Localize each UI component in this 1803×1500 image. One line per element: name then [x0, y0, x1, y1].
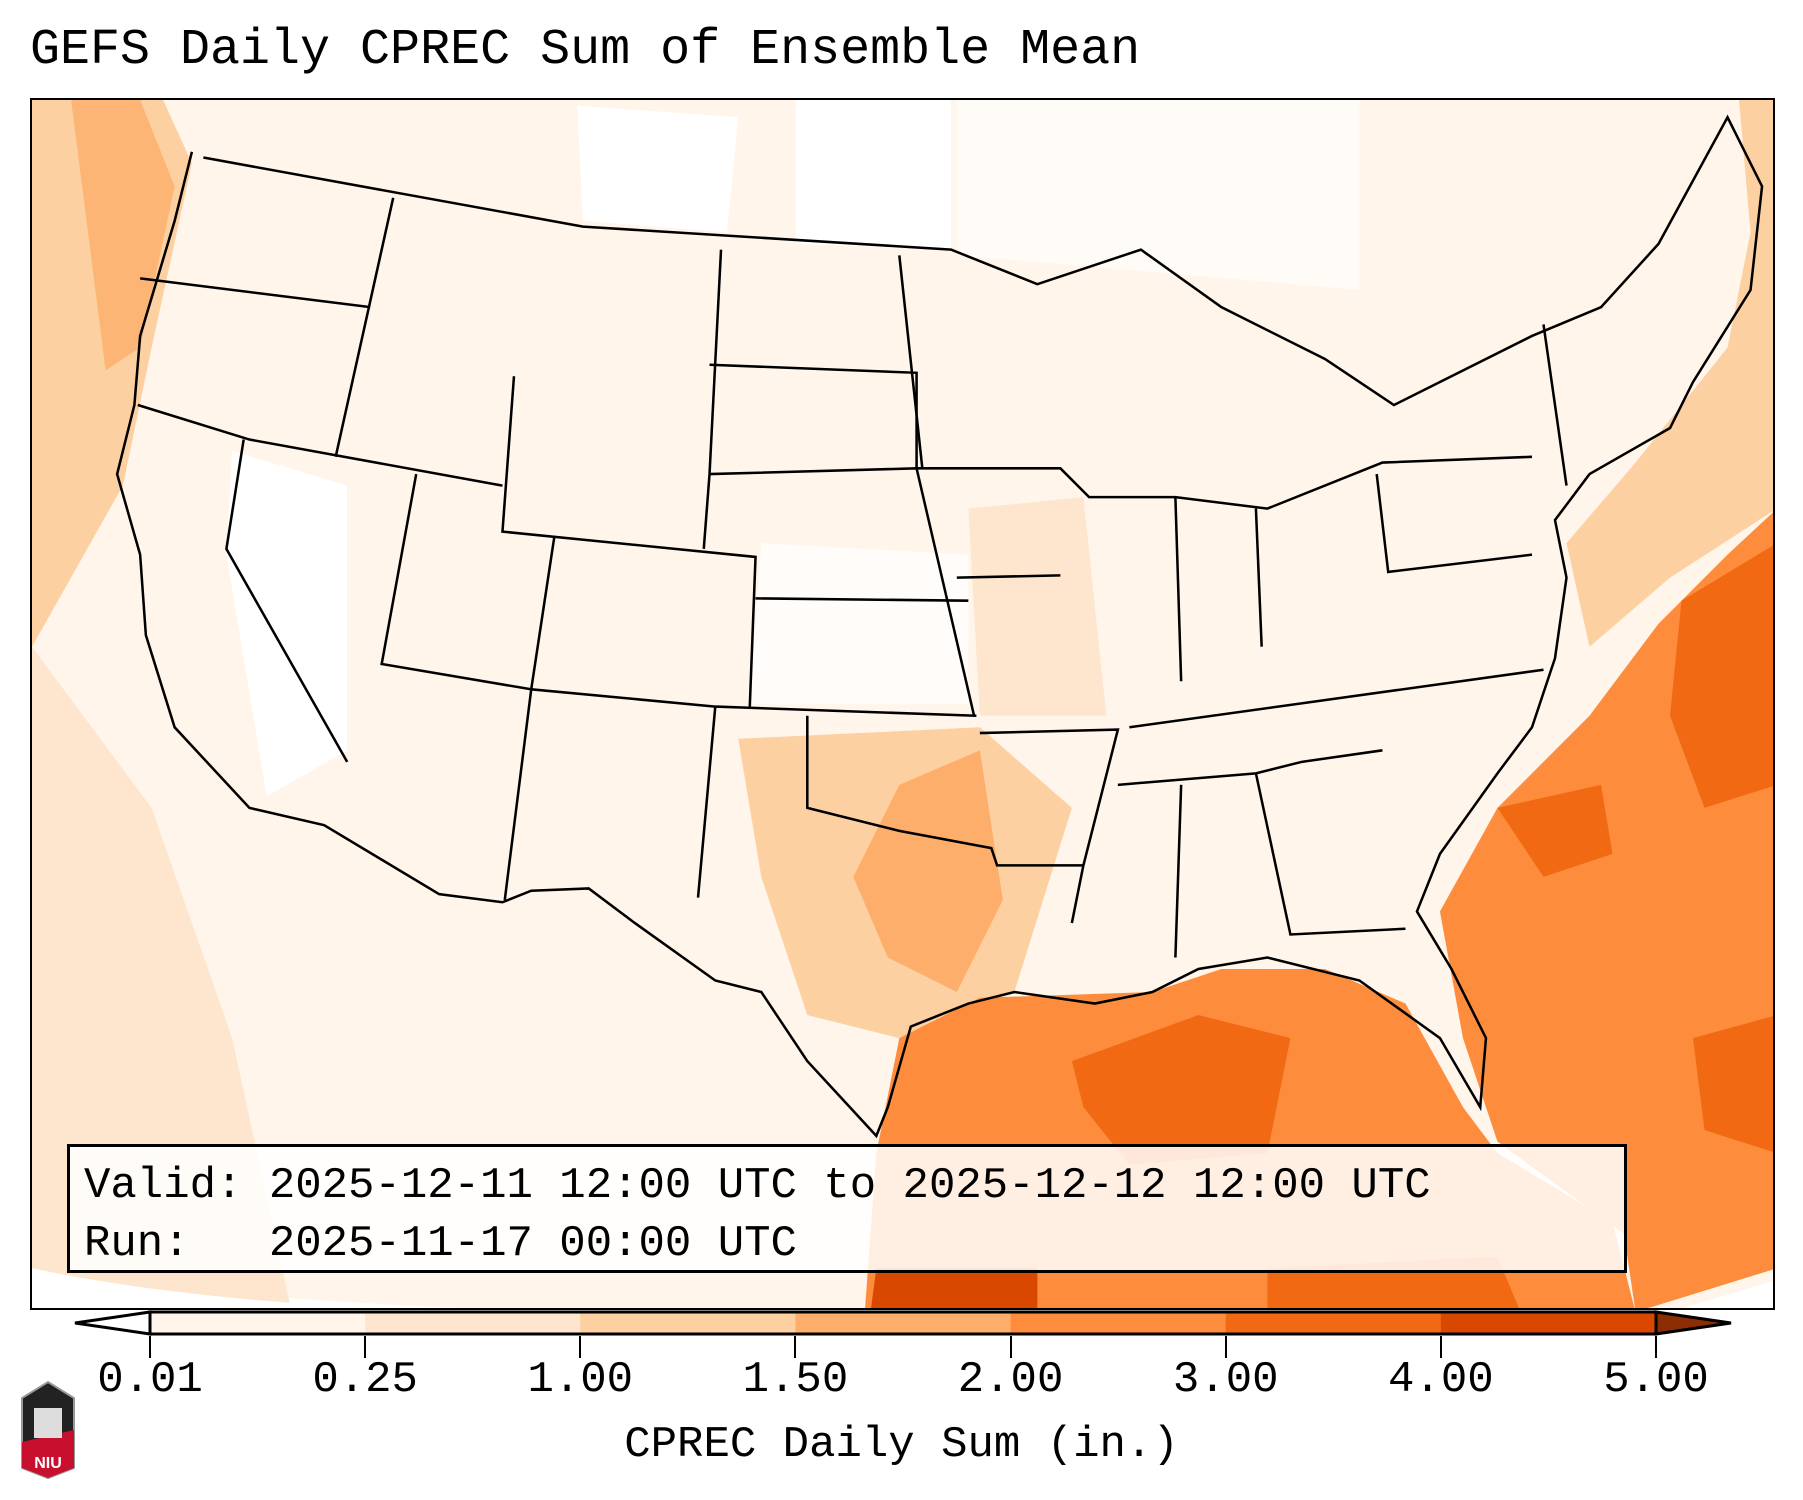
colorbar-segment	[1440, 1312, 1657, 1334]
colorbar-segment	[365, 1312, 581, 1334]
colorbar-tick-label: 0.01	[97, 1355, 203, 1405]
colorbar-under-extension	[74, 1310, 152, 1336]
colorbar-tick-label: 1.50	[742, 1355, 849, 1405]
colorbar-segment	[580, 1312, 796, 1334]
page-title: GEFS Daily CPREC Sum of Ensemble Mean	[30, 22, 1141, 79]
colorbar-label: CPREC Daily Sum (in.)	[624, 1420, 1179, 1470]
no-precip-areas	[32, 100, 1773, 1308]
run-value: 2025-11-17 00:00 UTC	[268, 1219, 797, 1269]
colorbar	[74, 1310, 1732, 1336]
colorbar-tick-label: 1.00	[527, 1355, 634, 1405]
run-label: Run:	[84, 1219, 190, 1269]
valid-time-box: Valid: 2025-12-11 12:00 UTC to 2025-12-1…	[67, 1144, 1627, 1273]
colorbar-tick-label: 3.00	[1172, 1355, 1279, 1405]
niu-logo: NIU	[21, 1380, 75, 1480]
colorbar-tick	[1655, 1336, 1657, 1358]
colorbar-over-extension	[1654, 1310, 1732, 1336]
us-outline	[115, 114, 1764, 1139]
colorbar-tick-label: 4.00	[1388, 1355, 1494, 1405]
colorbar-tick-label: 5.00	[1603, 1355, 1709, 1405]
valid-label: Valid:	[84, 1161, 243, 1211]
valid-value: 2025-12-11 12:00 UTC to 2025-12-12 12:00…	[268, 1161, 1431, 1211]
colorbar-tick	[149, 1336, 151, 1358]
colorbar-frame	[148, 1310, 1658, 1336]
colorbar-tick	[364, 1336, 367, 1358]
colorbar-tick	[1224, 1336, 1227, 1358]
colorbar-tick-label: 0.25	[312, 1355, 418, 1405]
colorbar-tick-label: 2.00	[957, 1355, 1064, 1405]
colorbar-tick	[1439, 1336, 1442, 1358]
precip-map	[30, 98, 1775, 1310]
colorbar-tick	[794, 1336, 797, 1358]
colorbar-segment	[795, 1312, 1012, 1334]
colorbar-segment	[150, 1312, 366, 1334]
state-boundaries	[115, 114, 1764, 1139]
svg-text:NIU: NIU	[34, 1455, 62, 1472]
colorbar-tick	[579, 1336, 582, 1358]
colorbar-tick	[1009, 1336, 1012, 1358]
colorbar-segment	[1010, 1312, 1227, 1334]
colorbar-segment	[1225, 1312, 1442, 1334]
